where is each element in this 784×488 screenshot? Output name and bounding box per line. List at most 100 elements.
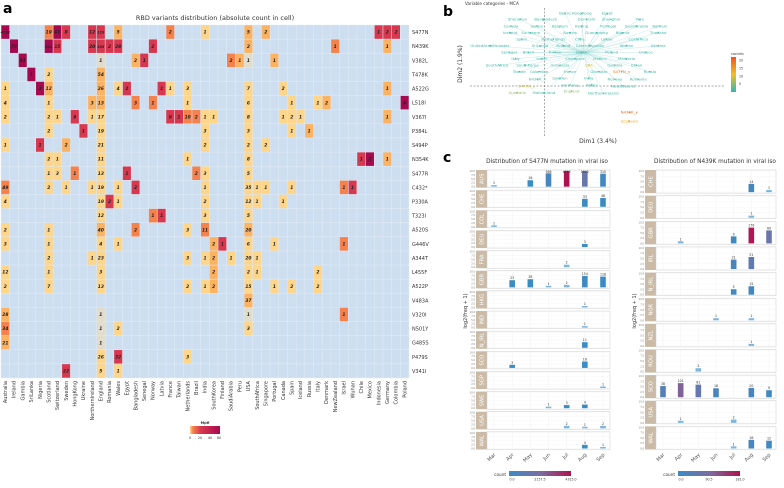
- heatmap-cell[interactable]: [227, 53, 236, 68]
- heatmap-cell[interactable]: [18, 53, 27, 68]
- heatmap-cell[interactable]: [244, 180, 253, 195]
- bar[interactable]: [563, 171, 570, 187]
- heatmap-cell[interactable]: [209, 251, 218, 265]
- heatmap-cell[interactable]: [244, 81, 253, 96]
- heatmap-cell[interactable]: [166, 110, 175, 124]
- bar[interactable]: [677, 241, 684, 244]
- bar[interactable]: [545, 173, 552, 187]
- heatmap-cell[interactable]: [96, 180, 105, 195]
- heatmap-cell[interactable]: [244, 265, 253, 279]
- heatmap-cell[interactable]: [114, 81, 123, 96]
- heatmap-cell[interactable]: [183, 279, 192, 293]
- heatmap-cell[interactable]: [36, 138, 45, 152]
- heatmap-cell[interactable]: [1, 279, 10, 293]
- bar[interactable]: [695, 368, 702, 372]
- bar[interactable]: [600, 198, 606, 207]
- heatmap-cell[interactable]: [62, 25, 71, 39]
- heatmap-cell[interactable]: [131, 180, 140, 195]
- bar[interactable]: [527, 180, 534, 187]
- heatmap-cell[interactable]: [96, 237, 105, 251]
- heatmap-cell[interactable]: [44, 67, 53, 82]
- heatmap-cell[interactable]: [44, 166, 53, 181]
- heatmap-cell[interactable]: [88, 25, 97, 39]
- heatmap-cell[interactable]: [96, 67, 105, 82]
- bar[interactable]: [563, 425, 570, 429]
- heatmap-cell[interactable]: [383, 25, 392, 39]
- heatmap-cell[interactable]: [44, 222, 53, 237]
- bar[interactable]: [766, 440, 772, 449]
- heatmap-cell[interactable]: [96, 222, 105, 237]
- heatmap-cell[interactable]: [44, 124, 53, 138]
- heatmap-cell[interactable]: [200, 194, 210, 209]
- heatmap-cell[interactable]: [174, 110, 183, 124]
- heatmap-cell[interactable]: [348, 180, 357, 195]
- heatmap-cell[interactable]: [148, 39, 157, 53]
- heatmap-cell[interactable]: [200, 110, 210, 124]
- heatmap-cell[interactable]: [261, 180, 270, 195]
- bar[interactable]: [695, 384, 702, 398]
- heatmap-cell[interactable]: [244, 166, 253, 181]
- bar[interactable]: [582, 342, 588, 348]
- heatmap-cell[interactable]: [114, 39, 123, 53]
- heatmap-cell[interactable]: [96, 124, 105, 138]
- heatmap-cell[interactable]: [114, 25, 123, 39]
- bar[interactable]: [748, 439, 755, 449]
- heatmap-cell[interactable]: [200, 251, 210, 265]
- heatmap-cell[interactable]: [122, 81, 131, 96]
- heatmap-cell[interactable]: [114, 321, 123, 336]
- heatmap-cell[interactable]: [148, 95, 157, 110]
- bar[interactable]: [730, 236, 737, 244]
- heatmap-cell[interactable]: [53, 25, 62, 39]
- bar[interactable]: [491, 225, 497, 227]
- bar[interactable]: [713, 318, 719, 321]
- heatmap-cell[interactable]: [192, 166, 201, 181]
- heatmap-cell[interactable]: [96, 335, 105, 350]
- bar[interactable]: [582, 404, 588, 409]
- bar[interactable]: [748, 256, 755, 270]
- heatmap-cell[interactable]: [400, 95, 409, 110]
- heatmap-cell[interactable]: [1, 194, 10, 209]
- bar[interactable]: [600, 425, 606, 429]
- bar[interactable]: [730, 259, 737, 270]
- heatmap-cell[interactable]: [44, 237, 53, 251]
- heatmap-cell[interactable]: [44, 180, 53, 195]
- heatmap-cell[interactable]: [244, 25, 253, 39]
- heatmap-cell[interactable]: [313, 279, 322, 293]
- heatmap-cell[interactable]: [70, 166, 79, 181]
- bar[interactable]: [730, 419, 737, 423]
- heatmap-cell[interactable]: [114, 364, 123, 378]
- bar[interactable]: [600, 276, 606, 288]
- heatmap-cell[interactable]: [244, 222, 253, 237]
- heatmap-cell[interactable]: [183, 222, 192, 237]
- heatmap-cell[interactable]: [166, 25, 175, 39]
- heatmap-cell[interactable]: [44, 279, 53, 293]
- heatmap-cell[interactable]: [244, 124, 253, 138]
- heatmap-cell[interactable]: [9, 39, 19, 53]
- heatmap-cell[interactable]: [157, 81, 166, 96]
- bar[interactable]: [677, 383, 684, 398]
- heatmap-cell[interactable]: [96, 138, 105, 152]
- heatmap-cell[interactable]: [1, 265, 10, 279]
- heatmap-cell[interactable]: [253, 265, 262, 279]
- heatmap-cell[interactable]: [105, 194, 114, 209]
- heatmap-cell[interactable]: [88, 251, 97, 265]
- bar[interactable]: [582, 171, 588, 187]
- bar[interactable]: [563, 264, 570, 268]
- heatmap-cell[interactable]: [96, 279, 105, 293]
- bar[interactable]: [563, 405, 570, 409]
- heatmap-cell[interactable]: [244, 110, 253, 124]
- heatmap-cell[interactable]: [53, 39, 62, 53]
- heatmap-cell[interactable]: [244, 138, 253, 152]
- heatmap-cell[interactable]: [279, 194, 288, 209]
- heatmap-cell[interactable]: [200, 124, 210, 138]
- heatmap-cell[interactable]: [96, 265, 105, 279]
- heatmap-cell[interactable]: [244, 152, 253, 166]
- heatmap-cell[interactable]: [313, 95, 322, 110]
- heatmap-cell[interactable]: [244, 237, 253, 251]
- heatmap-cell[interactable]: [62, 180, 71, 195]
- heatmap-cell[interactable]: [200, 138, 210, 152]
- bar[interactable]: [713, 388, 719, 398]
- heatmap-cell[interactable]: [131, 222, 140, 237]
- heatmap-cell[interactable]: [391, 25, 401, 39]
- heatmap-cell[interactable]: [253, 180, 262, 195]
